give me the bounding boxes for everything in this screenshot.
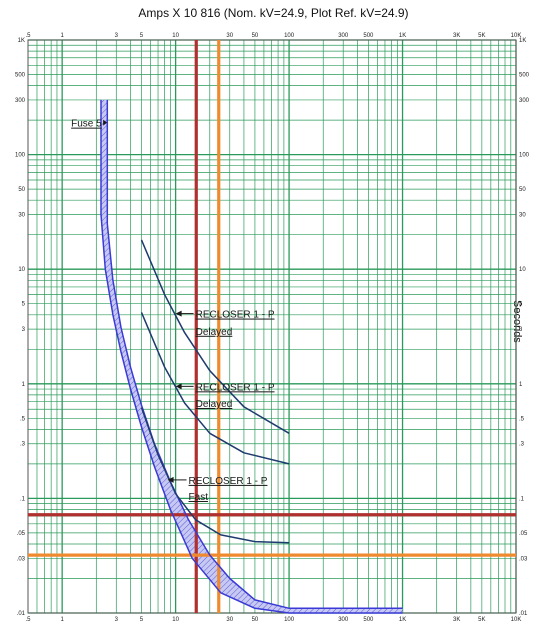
x-tick-label: 3 — [115, 33, 119, 39]
y-tick-label: 300 — [15, 98, 26, 104]
y-tick-label: 3 — [22, 327, 26, 333]
y-tick-label: .01 — [519, 611, 528, 617]
y-tick-label: 1 — [22, 382, 26, 388]
label-arrow — [167, 476, 174, 483]
label-arrow — [175, 383, 182, 390]
y-tick-label: 1K — [18, 38, 25, 44]
curve-label: Delayed — [196, 399, 233, 410]
x-tick-label: 50 — [252, 617, 259, 623]
y-tick-label: .05 — [17, 531, 26, 537]
y-tick-label: 30 — [18, 213, 25, 219]
y-tick-label: .03 — [519, 556, 528, 562]
x-tick-label: 100 — [284, 617, 295, 623]
y-tick-label: 500 — [15, 72, 26, 78]
series-line — [140, 239, 290, 434]
series-line — [140, 407, 290, 544]
y-tick-label: .5 — [20, 416, 26, 422]
y-tick-label: 1 — [519, 382, 523, 388]
x-tick-label: 3K — [453, 33, 460, 39]
y-tick-label: 3 — [519, 327, 523, 333]
y-tick-label: 1K — [519, 38, 526, 44]
tick-labels: .5 .5 1 1 3 3 5 5 10 10 30 30 50 50 100 100 300 300 500 500… — [15, 33, 530, 623]
y-tick-label: .1 — [20, 496, 26, 502]
y-tick-label: 10 — [18, 267, 25, 273]
x-tick-label: 5K — [478, 33, 485, 39]
chart-title: Amps X 10 816 (Nom. kV=24.9, Plot Ref. k… — [138, 6, 409, 20]
x-tick-label: 3 — [115, 617, 119, 623]
x-tick-label: 30 — [226, 617, 233, 623]
plot-frame — [27, 39, 517, 614]
series-lines — [100, 99, 403, 614]
x-tick-label: 1 — [60, 617, 64, 623]
x-tick-label: 500 — [363, 33, 374, 39]
y-tick-label: .3 — [519, 442, 525, 448]
y-tick-label: 500 — [519, 72, 530, 78]
y-tick-label: 5 — [519, 302, 523, 308]
x-tick-label: .5 — [25, 617, 31, 623]
series-line — [100, 99, 403, 614]
y-tick-label: .01 — [17, 611, 26, 617]
y-tick-label: 10 — [519, 267, 526, 273]
x-tick-label: 10K — [511, 617, 522, 623]
y-tick-label: .3 — [20, 442, 26, 448]
y-tick-label: 50 — [519, 187, 526, 193]
x-tick-label: .5 — [25, 33, 31, 39]
y-tick-label: .05 — [519, 531, 528, 537]
x-tick-label: 10K — [511, 33, 522, 39]
series-line — [106, 99, 403, 610]
grid — [27, 39, 517, 614]
y-tick-label: 5 — [22, 302, 26, 308]
x-tick-label: 300 — [338, 33, 349, 39]
x-tick-label: 10 — [172, 617, 179, 623]
curve-label: RECLOSER 1 - P — [196, 382, 275, 393]
x-tick-label: 3K — [453, 617, 460, 623]
y-tick-label: 300 — [519, 98, 530, 104]
x-tick-label: 1K — [399, 617, 406, 623]
y-tick-label: .03 — [17, 556, 26, 562]
x-tick-label: 500 — [363, 617, 374, 623]
curve-label: Fuse 5 — [71, 119, 102, 130]
y-tick-label: .5 — [519, 416, 525, 422]
curve-labels: Fuse 5 RECLOSER 1 - P Delayed RECLOSER 1 - … — [71, 119, 275, 503]
curve-label: Delayed — [196, 327, 233, 338]
label-arrow — [103, 119, 108, 126]
series-line — [140, 312, 290, 465]
y-tick-label: 100 — [519, 153, 530, 159]
y-tick-label: 50 — [18, 187, 25, 193]
x-tick-label: 10 — [172, 33, 179, 39]
curve-label: RECLOSER 1 - P — [196, 310, 275, 321]
x-tick-label: 1 — [60, 33, 64, 39]
curve-label: RECLOSER 1 - P — [189, 476, 268, 487]
reference-lines — [28, 40, 516, 613]
x-tick-label: 100 — [284, 33, 295, 39]
y-tick-label: 30 — [519, 213, 526, 219]
x-tick-label: 30 — [226, 33, 233, 39]
x-tick-label: 5 — [140, 617, 144, 623]
y-tick-label: .1 — [519, 496, 525, 502]
x-tick-label: 5 — [140, 33, 144, 39]
x-tick-label: 300 — [338, 617, 349, 623]
curve-label: Fast — [189, 492, 209, 503]
label-arrow — [175, 310, 182, 317]
x-tick-label: 50 — [252, 33, 259, 39]
y-tick-label: 100 — [15, 153, 26, 159]
x-tick-label: 5K — [478, 617, 485, 623]
x-tick-label: 1K — [399, 33, 406, 39]
